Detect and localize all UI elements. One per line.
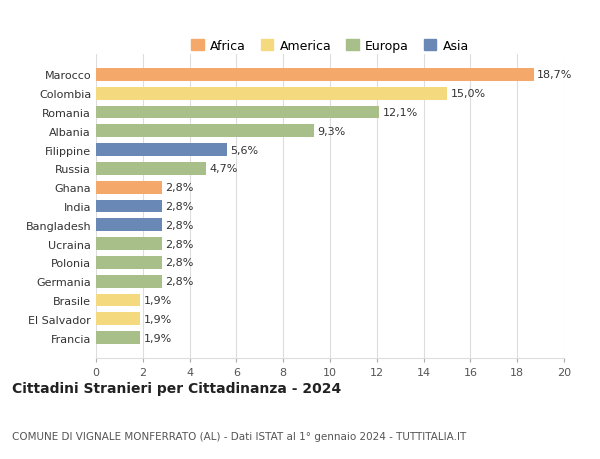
Bar <box>96 219 161 232</box>
Bar <box>96 257 161 269</box>
Text: 2,8%: 2,8% <box>165 258 193 268</box>
Text: 18,7%: 18,7% <box>537 70 572 80</box>
Bar <box>96 200 161 213</box>
Bar <box>96 162 206 175</box>
Bar <box>96 275 161 288</box>
Text: 15,0%: 15,0% <box>451 89 485 99</box>
Bar <box>96 313 140 325</box>
Text: 1,9%: 1,9% <box>144 314 172 324</box>
Text: 2,8%: 2,8% <box>165 220 193 230</box>
Text: 1,9%: 1,9% <box>144 333 172 343</box>
Bar <box>96 181 161 194</box>
Text: Cittadini Stranieri per Cittadinanza - 2024: Cittadini Stranieri per Cittadinanza - 2… <box>12 381 341 395</box>
Text: 9,3%: 9,3% <box>317 127 346 136</box>
Text: 5,6%: 5,6% <box>230 146 259 155</box>
Text: 4,7%: 4,7% <box>209 164 238 174</box>
Bar <box>96 106 379 119</box>
Text: COMUNE DI VIGNALE MONFERRATO (AL) - Dati ISTAT al 1° gennaio 2024 - TUTTITALIA.I: COMUNE DI VIGNALE MONFERRATO (AL) - Dati… <box>12 431 466 441</box>
Bar <box>96 331 140 344</box>
Text: 2,8%: 2,8% <box>165 183 193 193</box>
Text: 2,8%: 2,8% <box>165 202 193 212</box>
Text: 2,8%: 2,8% <box>165 277 193 286</box>
Text: 12,1%: 12,1% <box>383 108 418 118</box>
Bar <box>96 125 314 138</box>
Text: 2,8%: 2,8% <box>165 239 193 249</box>
Bar <box>96 144 227 157</box>
Bar <box>96 88 447 101</box>
Bar <box>96 238 161 251</box>
Bar <box>96 69 533 82</box>
Text: 1,9%: 1,9% <box>144 295 172 305</box>
Bar <box>96 294 140 307</box>
Legend: Africa, America, Europa, Asia: Africa, America, Europa, Asia <box>188 37 472 55</box>
